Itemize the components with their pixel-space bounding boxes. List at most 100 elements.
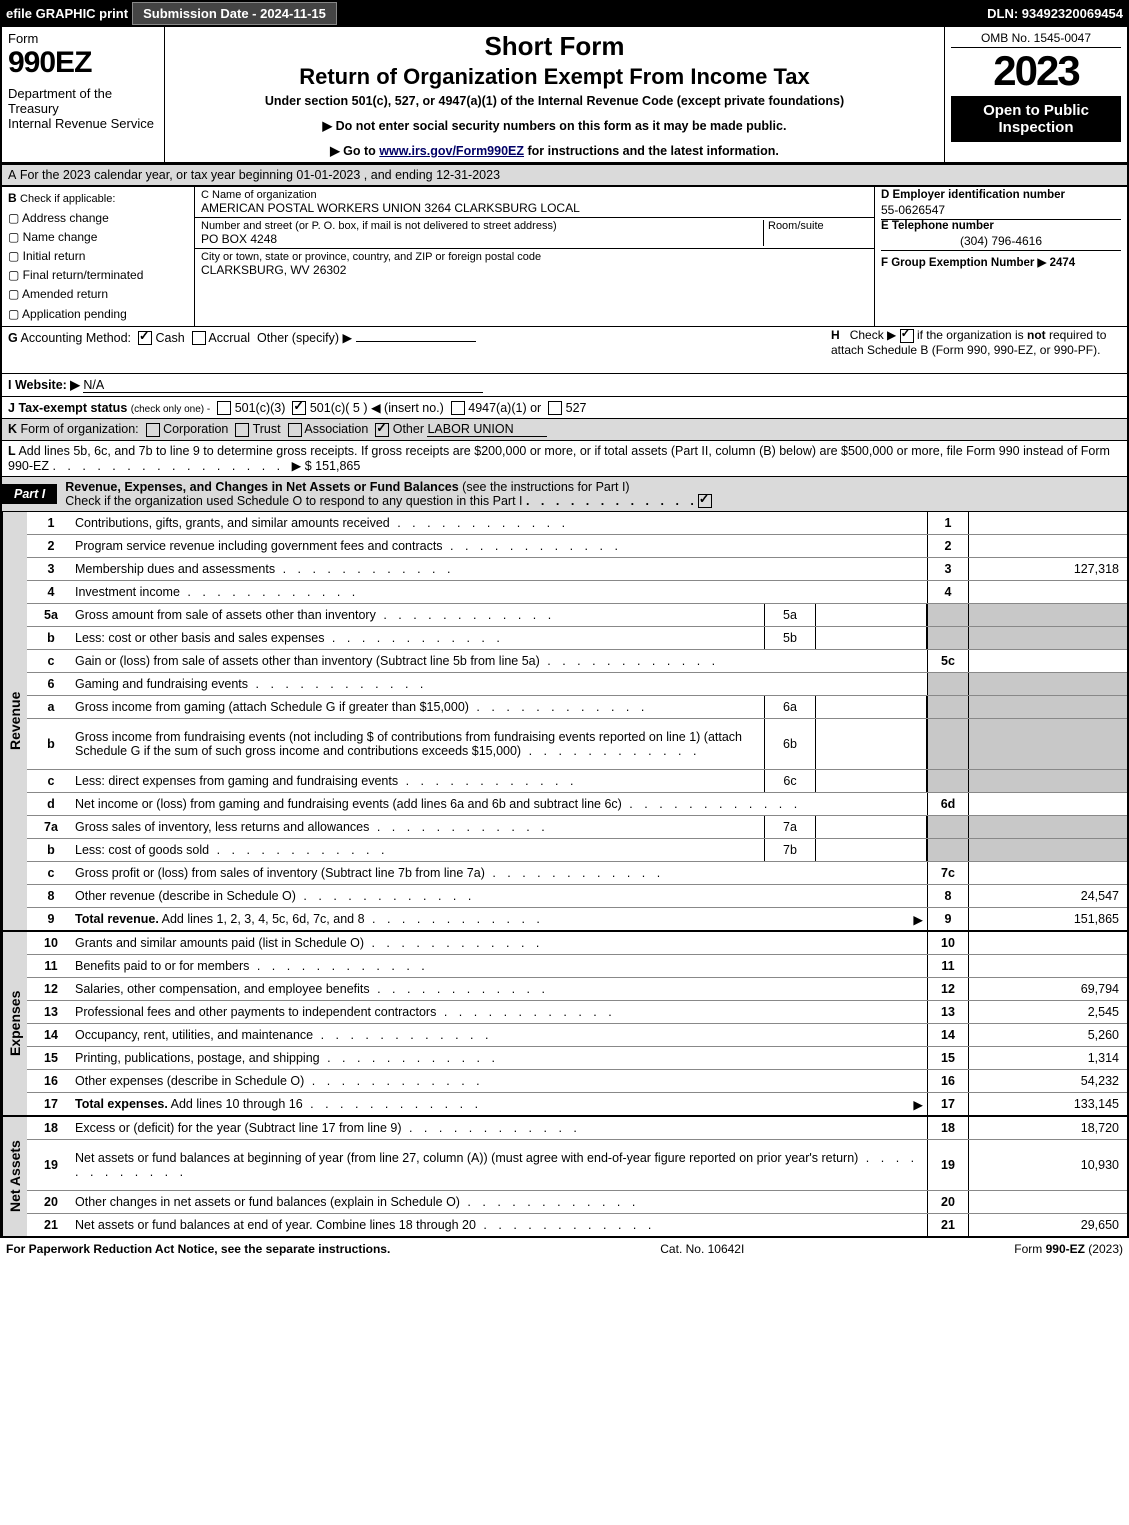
table-row: aGross income from gaming (attach Schedu… — [27, 696, 1127, 719]
ssn-note: ▶ Do not enter social security numbers o… — [175, 118, 934, 133]
short-form-label: Short Form — [175, 31, 934, 62]
table-row: 13Professional fees and other payments t… — [27, 1001, 1127, 1024]
line-j: J Tax-exempt status (check only one) - 5… — [0, 397, 1129, 420]
ein: 55-0626547 — [881, 201, 1121, 220]
opt-final-return[interactable]: ▢ Final return/terminated — [8, 268, 143, 282]
table-row: cLess: direct expenses from gaming and f… — [27, 770, 1127, 793]
amount-cell: 24,547 — [969, 885, 1127, 907]
table-row: 3Membership dues and assessments . . . .… — [27, 558, 1127, 581]
box-def: D Employer identification number 55-0626… — [874, 187, 1127, 326]
amount-cell — [969, 581, 1127, 603]
efile-label: efile GRAPHIC print — [6, 6, 128, 21]
table-row: 7aGross sales of inventory, less returns… — [27, 816, 1127, 839]
accrual-checkbox[interactable] — [192, 331, 206, 345]
opt-amended-return[interactable]: ▢ Amended return — [8, 287, 108, 301]
amount-cell: 18,720 — [969, 1117, 1127, 1139]
amount-cell: 1,314 — [969, 1047, 1127, 1069]
opt-application-pending[interactable]: ▢ Application pending — [8, 307, 127, 321]
amount-cell — [969, 627, 1127, 649]
other-org-checkbox[interactable] — [375, 423, 389, 437]
part1-header: Part I Revenue, Expenses, and Changes in… — [0, 477, 1129, 512]
year-col: OMB No. 1545-0047 2023 Open to Public In… — [945, 27, 1127, 162]
amount-cell: 54,232 — [969, 1070, 1127, 1092]
table-row: 8Other revenue (describe in Schedule O) … — [27, 885, 1127, 908]
telephone: (304) 796-4616 — [881, 232, 1121, 251]
amount-cell: 2,545 — [969, 1001, 1127, 1023]
table-row: 14Occupancy, rent, utilities, and mainte… — [27, 1024, 1127, 1047]
amount-cell — [969, 770, 1127, 792]
box-b: B Check if applicable: ▢ Address change … — [2, 187, 195, 326]
table-row: 4Investment income . . . . . . . . . . .… — [27, 581, 1127, 604]
paperwork-notice: For Paperwork Reduction Act Notice, see … — [6, 1242, 390, 1256]
table-row: 16Other expenses (describe in Schedule O… — [27, 1070, 1127, 1093]
table-row: cGross profit or (loss) from sales of in… — [27, 862, 1127, 885]
amount-cell — [969, 862, 1127, 884]
501c3-checkbox[interactable] — [217, 401, 231, 415]
amount-cell: 133,145 — [969, 1093, 1127, 1115]
topbar: efile GRAPHIC print Submission Date - 20… — [0, 0, 1129, 27]
form-title: Return of Organization Exempt From Incom… — [175, 64, 934, 90]
amount-cell — [969, 1191, 1127, 1213]
527-checkbox[interactable] — [548, 401, 562, 415]
amount-cell — [969, 696, 1127, 718]
form-word: Form — [8, 31, 158, 46]
cat-no: Cat. No. 10642I — [660, 1242, 744, 1256]
table-row: 21Net assets or fund balances at end of … — [27, 1214, 1127, 1236]
website-value: N/A — [83, 378, 483, 393]
table-row: 19Net assets or fund balances at beginni… — [27, 1140, 1127, 1191]
amount-cell — [969, 673, 1127, 695]
4947-checkbox[interactable] — [451, 401, 465, 415]
opt-name-change[interactable]: ▢ Name change — [8, 230, 97, 244]
table-row: bLess: cost of goods sold . . . . . . . … — [27, 839, 1127, 862]
accounting-other-input[interactable] — [356, 341, 476, 342]
amount-cell: 151,865 — [969, 908, 1127, 930]
table-row: 18Excess or (deficit) for the year (Subt… — [27, 1117, 1127, 1140]
org-address: PO BOX 4248 — [201, 232, 277, 246]
other-org-value: LABOR UNION — [427, 422, 547, 437]
table-row: bGross income from fundraising events (n… — [27, 719, 1127, 770]
dln-label: DLN: 93492320069454 — [987, 6, 1123, 21]
form-title-col: Short Form Return of Organization Exempt… — [165, 27, 945, 162]
opt-address-change[interactable]: ▢ Address change — [8, 211, 109, 225]
amount-cell: 29,650 — [969, 1214, 1127, 1236]
amount-cell — [969, 932, 1127, 954]
amount-cell — [969, 512, 1127, 534]
part1-table: Revenue 1Contributions, gifts, grants, a… — [0, 512, 1129, 1238]
netassets-side-label: Net Assets — [2, 1117, 27, 1236]
line-g: H Check ▶ if the organization is not req… — [0, 327, 1129, 374]
amount-cell — [969, 793, 1127, 815]
amount-cell: 10,930 — [969, 1140, 1127, 1190]
schedule-o-checkbox[interactable] — [698, 494, 712, 508]
dept-label: Department of the Treasury Internal Reve… — [8, 86, 158, 131]
submission-date-button[interactable]: Submission Date - 2024-11-15 — [132, 2, 337, 25]
cash-checkbox[interactable] — [138, 331, 152, 345]
line-k: K Form of organization: Corporation Trus… — [0, 419, 1129, 441]
amount-cell — [969, 604, 1127, 626]
form-number: 990EZ — [8, 46, 158, 80]
box-c: C Name of organization AMERICAN POSTAL W… — [195, 187, 874, 326]
tax-year: 2023 — [951, 50, 1121, 92]
table-row: 17Total expenses. Add lines 10 through 1… — [27, 1093, 1127, 1115]
revenue-side-label: Revenue — [2, 512, 27, 930]
amount-cell — [969, 955, 1127, 977]
amount-cell — [969, 839, 1127, 861]
opt-initial-return[interactable]: ▢ Initial return — [8, 249, 85, 263]
goto-note: ▶ Go to www.irs.gov/Form990EZ for instru… — [175, 143, 934, 158]
amount-cell — [969, 650, 1127, 672]
501c-checkbox[interactable] — [292, 401, 306, 415]
org-city: CLARKSBURG, WV 26302 — [201, 263, 346, 277]
line-i: I Website: ▶ N/A — [0, 374, 1129, 397]
schedule-b-checkbox[interactable] — [900, 329, 914, 343]
irs-link[interactable]: www.irs.gov/Form990EZ — [379, 144, 524, 158]
table-row: 6Gaming and fundraising events . . . . .… — [27, 673, 1127, 696]
omb-number: OMB No. 1545-0047 — [951, 31, 1121, 48]
open-public-box: Open to Public Inspection — [951, 96, 1121, 142]
table-row: 9Total revenue. Add lines 1, 2, 3, 4, 5c… — [27, 908, 1127, 930]
table-row: 11Benefits paid to or for members . . . … — [27, 955, 1127, 978]
line-l: L Add lines 5b, 6c, and 7b to line 9 to … — [0, 441, 1129, 477]
amount-cell — [969, 719, 1127, 769]
table-row: 1Contributions, gifts, grants, and simil… — [27, 512, 1127, 535]
table-row: 10Grants and similar amounts paid (list … — [27, 932, 1127, 955]
amount-cell: 69,794 — [969, 978, 1127, 1000]
group-exemption: ▶ 2474 — [1038, 257, 1076, 269]
